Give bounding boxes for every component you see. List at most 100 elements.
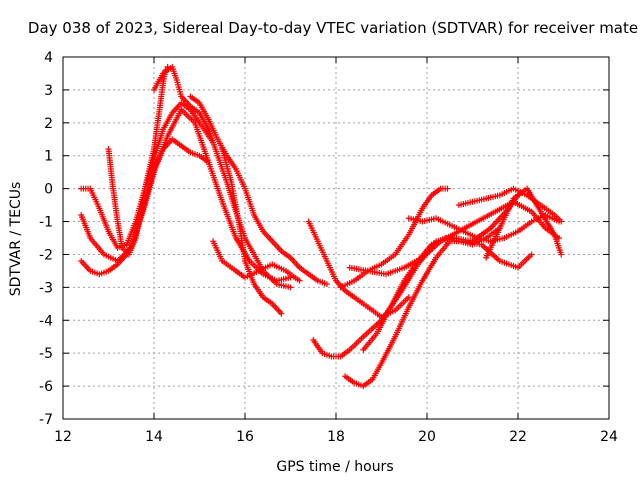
y-tick-label: -1 — [39, 215, 53, 231]
trace-markers — [280, 249, 292, 260]
trace-markers — [361, 332, 379, 352]
trace-markers — [244, 269, 260, 280]
trace-markers — [243, 237, 256, 256]
trace-markers — [538, 210, 557, 236]
trace-markers — [234, 269, 247, 280]
trace-markers — [439, 185, 449, 192]
data-point — [558, 218, 565, 225]
trace-markers — [416, 243, 433, 263]
trace-markers — [215, 154, 229, 183]
data-point — [444, 185, 451, 192]
trace-markers — [379, 335, 398, 364]
trace-markers — [385, 265, 405, 277]
trace-markers — [107, 262, 119, 273]
trace-markers — [324, 260, 338, 282]
trace-markers — [126, 237, 138, 256]
trace-markers — [161, 65, 174, 76]
trace-markers — [276, 281, 292, 290]
trace-markers — [170, 101, 183, 115]
trace-markers — [367, 262, 383, 273]
trace-markers — [353, 269, 369, 283]
trace-markers — [421, 215, 437, 224]
trace-markers — [289, 256, 302, 269]
trace-markers — [151, 115, 162, 150]
trace-markers — [380, 252, 397, 266]
y-tick-label: 4 — [44, 50, 53, 66]
trace-markers — [161, 112, 175, 131]
trace-markers — [262, 295, 274, 306]
data-point — [555, 235, 562, 241]
trace-markers — [115, 220, 125, 249]
y-tick-label: -7 — [39, 412, 53, 428]
trace-markers — [485, 192, 501, 201]
series-pass-8 — [210, 238, 303, 284]
data-marks — [78, 63, 565, 390]
trace-markers — [79, 259, 92, 273]
trace-markers — [270, 239, 283, 253]
trace-markers — [353, 380, 364, 389]
trace-markers — [171, 137, 183, 148]
trace-markers — [434, 240, 452, 259]
trace-markers — [271, 262, 287, 273]
series-pass-17 — [483, 185, 565, 261]
trace-markers — [375, 306, 393, 335]
trace-markers — [298, 265, 310, 276]
trace-markers — [189, 104, 201, 115]
trace-markers — [80, 185, 91, 192]
data-point — [323, 281, 330, 288]
trace-markers — [152, 148, 166, 170]
data-point — [287, 284, 294, 291]
trace-markers — [317, 278, 328, 287]
trace-markers — [420, 194, 434, 210]
series-pass-6 — [187, 93, 330, 288]
trace-markers — [430, 236, 446, 247]
trace-markers — [343, 289, 356, 299]
trace-markers — [151, 128, 166, 160]
trace-markers — [211, 240, 225, 262]
chart-title: Day 038 of 2023, Sidereal Day-to-day VTE… — [28, 19, 638, 37]
trace-markers — [362, 318, 383, 339]
trace-markers — [79, 214, 93, 239]
trace-markers — [353, 295, 369, 309]
trace-markers — [393, 306, 411, 338]
y-tick-label: -5 — [39, 346, 53, 362]
trace-markers — [553, 213, 563, 223]
trace-markers — [402, 260, 420, 282]
trace-markers — [284, 269, 301, 283]
trace-markers — [499, 258, 519, 270]
trace-markers — [476, 209, 497, 224]
series-pass-7 — [219, 146, 285, 317]
trace-markers — [517, 220, 533, 233]
trace-markers — [197, 102, 211, 121]
trace-markers — [458, 199, 474, 208]
trace-markers — [242, 187, 257, 216]
trace-markers — [170, 66, 179, 81]
y-axis-label: SDTVAR / TECUs — [8, 182, 24, 297]
trace-markers — [462, 229, 478, 240]
trace-markers — [499, 186, 515, 198]
trace-markers — [420, 256, 438, 282]
trace-markers — [315, 240, 329, 262]
y-tick-label: -3 — [39, 280, 53, 296]
data-point — [296, 277, 303, 284]
trace-markers — [221, 259, 237, 273]
trace-markers — [484, 227, 502, 259]
trace-markers — [179, 95, 192, 108]
trace-markers — [512, 187, 529, 201]
trace-markers — [188, 108, 202, 124]
trace-markers — [406, 279, 425, 309]
trace-markers — [206, 128, 220, 157]
trace-markers — [471, 196, 487, 205]
trace-markers — [252, 283, 265, 299]
trace-markers — [180, 101, 192, 112]
trace-markers — [237, 230, 248, 262]
data-point — [528, 251, 535, 258]
x-tick-label: 18 — [327, 429, 345, 445]
trace-markers — [189, 150, 201, 158]
trace-markers — [393, 233, 411, 256]
trace-markers — [233, 168, 247, 190]
trace-markers — [174, 79, 184, 98]
series-pass-4 — [105, 63, 171, 258]
y-tick-label: 3 — [44, 83, 53, 99]
